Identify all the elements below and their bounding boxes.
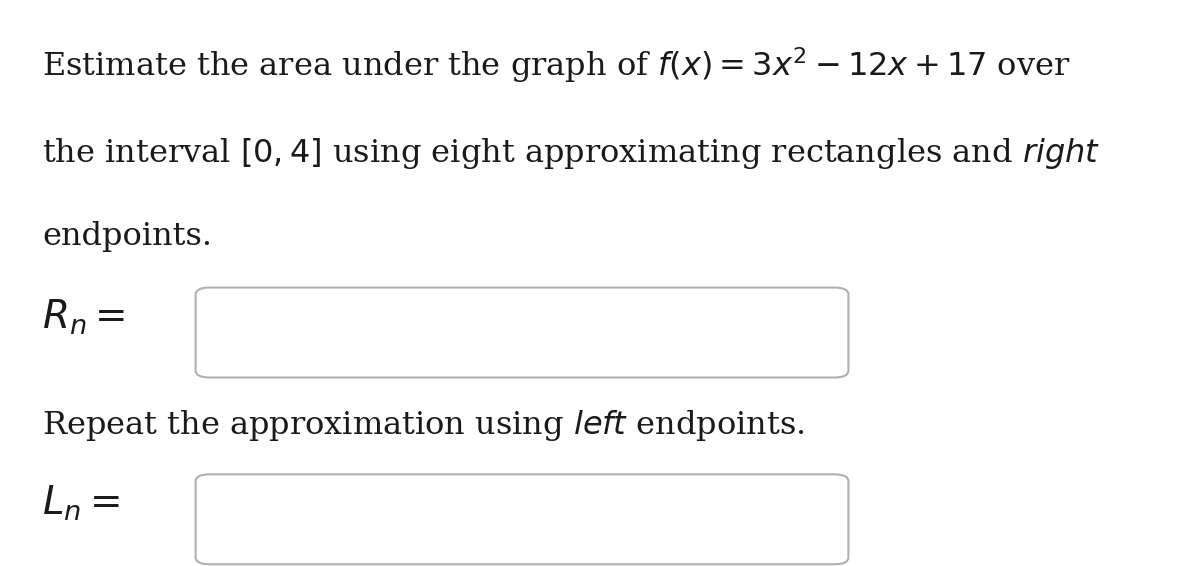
Text: $R_n =$: $R_n =$ xyxy=(42,297,125,337)
Text: endpoints.: endpoints. xyxy=(42,221,212,252)
Text: Repeat the approximation using $\mathit{left}$ endpoints.: Repeat the approximation using $\mathit{… xyxy=(42,408,805,443)
FancyBboxPatch shape xyxy=(196,474,848,564)
FancyBboxPatch shape xyxy=(196,288,848,378)
Text: the interval $[0, 4]$ using eight approximating rectangles and $\mathit{right}$: the interval $[0, 4]$ using eight approx… xyxy=(42,136,1100,171)
Text: Estimate the area under the graph of $f(x) = 3x^2 - 12x + 17$ over: Estimate the area under the graph of $f(… xyxy=(42,45,1070,85)
Text: $L_n =$: $L_n =$ xyxy=(42,484,120,524)
